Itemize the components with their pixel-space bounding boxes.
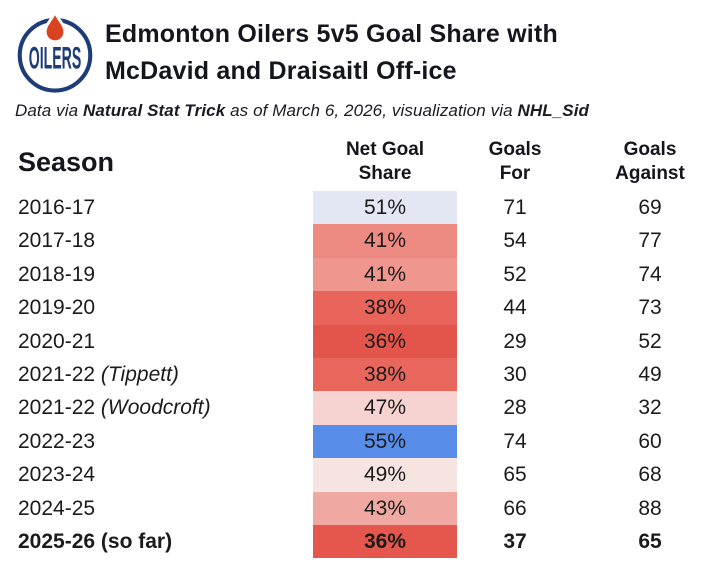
table-row: 2017-18 41% 54 77 <box>0 224 727 258</box>
header: OILERS Edmonton Oilers 5v5 Goal Share wi… <box>0 0 727 94</box>
goals-against-cell: 49 <box>638 362 662 386</box>
title-line-1: Edmonton Oilers 5v5 Goal Share with <box>105 20 558 48</box>
goals-for-cell: 37 <box>503 529 527 553</box>
goals-against-cell: 73 <box>638 296 662 320</box>
net-goal-share-cell: 41% <box>313 257 457 292</box>
table-row: 2020-21 36% 29 52 <box>0 324 727 358</box>
logo-wordmark: OILERS <box>29 41 81 76</box>
table-row: 2025-26 (so far) 36% 37 65 <box>0 524 727 559</box>
goals-against-cell: 52 <box>638 329 662 353</box>
table-row: 2024-25 43% 66 88 <box>0 491 727 525</box>
goals-for-cell: 74 <box>503 429 527 453</box>
net-goal-share-cell: 41% <box>313 224 457 258</box>
data-credit-line: Data via Natural Stat Trick as of March … <box>15 101 727 121</box>
net-goal-share-cell: 38% <box>313 357 457 392</box>
season-cell: 2021-22 (Tippett) <box>18 362 179 386</box>
net-goal-share-cell: 51% <box>313 191 457 225</box>
goals-against-cell: 60 <box>638 429 662 453</box>
season-cell: 2025-26 (so far) <box>18 529 173 553</box>
coach-note: (Tippett) <box>95 362 179 386</box>
goals-against-cell: 65 <box>638 529 662 553</box>
data-source: Natural Stat Trick <box>83 101 226 120</box>
table-row: 2018-19 41% 52 74 <box>0 257 727 292</box>
table-row: 2019-20 38% 44 73 <box>0 291 727 325</box>
net-goal-share-cell: 38% <box>313 291 457 325</box>
goals-for-cell: 29 <box>503 329 527 353</box>
table-row: 2021-22 (Tippett) 38% 30 49 <box>0 357 727 392</box>
column-header-goals-for: Goals For <box>488 139 542 184</box>
net-goal-share-cell: 55% <box>313 424 457 459</box>
goal-share-table: Season Net Goal Share Goals For Goals Ag… <box>0 133 727 559</box>
net-goal-share-cell: 43% <box>313 491 457 525</box>
goals-against-cell: 69 <box>638 196 662 219</box>
net-goal-share-cell: 36% <box>313 324 457 358</box>
oilers-logo-icon: OILERS <box>17 10 93 93</box>
season-cell: 2023-24 <box>18 463 96 487</box>
goals-for-cell: 44 <box>503 296 527 320</box>
credit-prefix: Data via <box>15 101 83 120</box>
net-goal-share-cell: 47% <box>313 391 457 425</box>
page-title: Edmonton Oilers 5v5 Goal Share with McDa… <box>105 10 558 90</box>
goals-for-cell: 71 <box>503 196 527 219</box>
coach-note: (Woodcroft) <box>95 396 211 420</box>
credit-middle: as of March 6, 2026, visualization via <box>225 101 518 120</box>
column-header-net-goal-share: Net Goal Share <box>345 139 425 184</box>
goals-for-cell: 30 <box>503 362 527 386</box>
oil-drop-icon <box>43 10 67 44</box>
season-cell: 2019-20 <box>18 296 96 320</box>
table-row: 2016-17 51% 71 69 <box>0 191 727 225</box>
goals-against-cell: 68 <box>638 463 662 487</box>
net-goal-share-cell: 36% <box>313 524 457 559</box>
season-cell: 2016-17 <box>18 196 96 219</box>
season-cell: 2021-22 (Woodcroft) <box>18 396 211 420</box>
table-body: 2016-17 51% 71 69 2017-18 41% 54 77 2018-19 41% 52… <box>0 191 727 559</box>
season-cell: 2020-21 <box>18 329 96 353</box>
season-cell: 2022-23 <box>18 429 96 453</box>
table-row: 2023-24 49% 65 68 <box>0 458 727 492</box>
goals-for-cell: 65 <box>503 463 527 487</box>
goals-for-cell: 52 <box>503 262 527 286</box>
column-header-season: Season <box>18 147 115 177</box>
goals-against-cell: 77 <box>638 229 662 253</box>
table-header-row: Season Net Goal Share Goals For Goals Ag… <box>0 133 727 191</box>
goals-against-cell: 74 <box>638 262 662 286</box>
goals-against-cell: 32 <box>638 396 662 420</box>
visualization-author: NHL_Sid <box>517 101 590 120</box>
goals-against-cell: 88 <box>638 496 662 520</box>
season-cell: 2018-19 <box>18 262 96 286</box>
table-row: 2022-23 55% 74 60 <box>0 424 727 459</box>
goals-for-cell: 66 <box>503 496 527 520</box>
goals-for-cell: 54 <box>503 229 527 253</box>
table-row: 2021-22 (Woodcroft) 47% 28 32 <box>0 391 727 425</box>
season-cell: 2024-25 <box>18 496 96 520</box>
goals-for-cell: 28 <box>503 396 527 420</box>
season-cell: 2017-18 <box>18 229 96 253</box>
column-header-goals-against: Goals Against <box>615 139 685 184</box>
title-line-2: McDavid and Draisaitl Off-ice <box>105 57 457 85</box>
net-goal-share-cell: 49% <box>313 458 457 492</box>
